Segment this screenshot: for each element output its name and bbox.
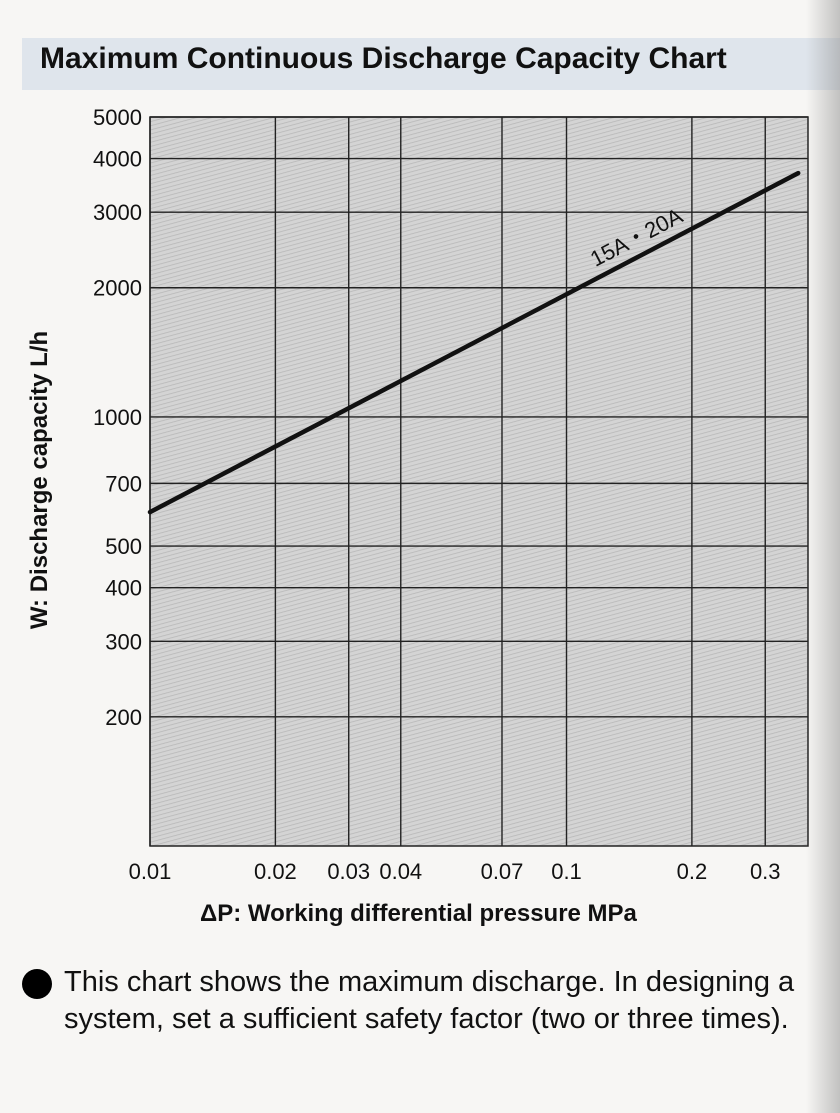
x-tick-label: 0.07 xyxy=(481,859,524,884)
note: This chart shows the maximum discharge. … xyxy=(22,964,812,1038)
title-band xyxy=(22,38,840,90)
plot-area xyxy=(149,116,809,847)
y-axis-label: W: Discharge capacity L/h xyxy=(26,330,53,630)
y-tick-label: 3000 xyxy=(93,200,142,225)
x-tick-label: 0.03 xyxy=(327,859,370,884)
series-line xyxy=(147,170,801,515)
y-tick-label: 4000 xyxy=(93,147,142,172)
x-tick-label: 0.1 xyxy=(551,859,582,884)
y-tick-label: 400 xyxy=(105,576,142,601)
note-text: This chart shows the maximum discharge. … xyxy=(64,966,795,1035)
y-tick-label: 300 xyxy=(105,629,142,654)
y-tick-label: 2000 xyxy=(93,276,142,301)
y-tick-label: 500 xyxy=(105,534,142,559)
y-tick-label: 700 xyxy=(105,471,142,496)
x-tick-label: 0.02 xyxy=(254,859,297,884)
y-tick-label: 5000 xyxy=(93,105,142,130)
x-tick-label: 0.04 xyxy=(379,859,422,884)
x-tick-label: 0.2 xyxy=(677,859,708,884)
x-axis-label: ΔP: Working differential pressure MPa xyxy=(200,900,637,927)
x-tick-label: 0.01 xyxy=(129,859,172,884)
bullet-icon xyxy=(22,969,52,999)
x-tick-label: 0.3 xyxy=(750,859,781,884)
page-edge-shadow xyxy=(806,0,840,1113)
y-tick-label: 200 xyxy=(105,705,142,730)
chart: 0.01 0.02 0.03 0.04 0.07 0.1 0.2 0.3 200 300 400 5… xyxy=(93,105,809,884)
y-tick-label: 1000 xyxy=(93,405,142,430)
chart-title: Maximum Continuous Discharge Capacity Ch… xyxy=(40,42,727,75)
